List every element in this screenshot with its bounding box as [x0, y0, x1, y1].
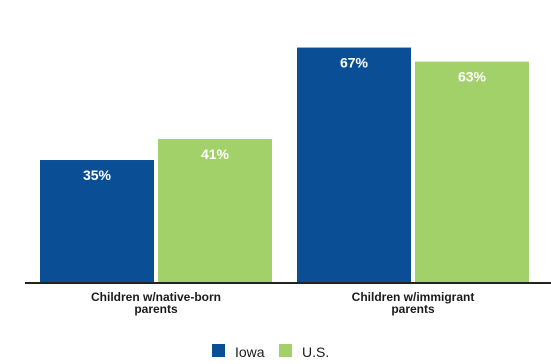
bar-us-1	[415, 61, 529, 283]
legend-swatch-iowa	[212, 344, 225, 357]
bars: 35% 41% 67% 63%	[40, 47, 529, 283]
category-label: Children w/immigrant	[352, 290, 475, 304]
legend-label: U.S.	[302, 344, 329, 360]
legend-swatch-us	[279, 344, 292, 357]
category-label: parents	[391, 302, 435, 316]
bar-iowa-1	[297, 47, 411, 283]
bar-us-0	[158, 138, 272, 283]
data-label: 67%	[340, 55, 369, 71]
data-label: 35%	[83, 167, 112, 183]
category-label: parents	[134, 302, 178, 316]
legend-label: Iowa	[235, 344, 265, 360]
legend: Iowa U.S.	[212, 344, 329, 360]
bar-iowa-0	[40, 160, 154, 283]
data-label: 63%	[458, 69, 487, 85]
category-label: Children w/native-born	[91, 290, 221, 304]
data-label: 41%	[201, 146, 230, 162]
